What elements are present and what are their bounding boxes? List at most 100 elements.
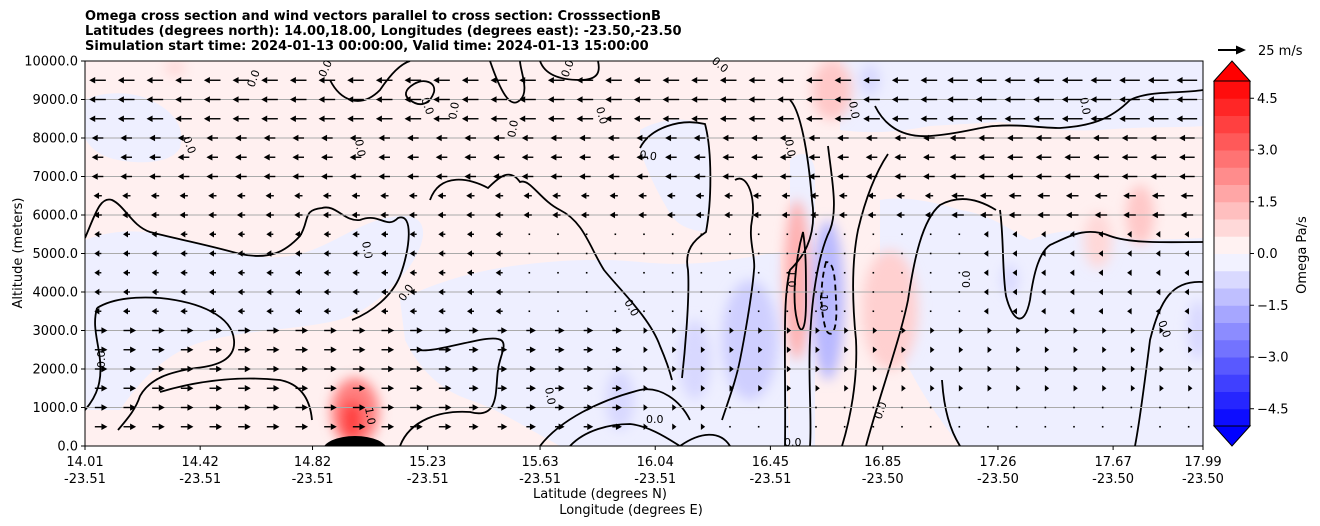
y-tick-label: 8000.0 [33,132,79,147]
wind-vector [94,250,102,257]
wind-vector [1102,327,1107,334]
quiver-key: 25 m/s [1218,44,1303,59]
wind-vector [550,154,562,161]
wind-vector [318,77,336,84]
wind-vector [180,327,194,334]
wind-vector [901,310,903,313]
colorbar-band [1214,167,1250,185]
wind-vector [1064,134,1080,142]
wind-vector [123,385,137,392]
wind-vector [777,96,794,103]
wind-vector [123,365,137,373]
wind-vector [1093,154,1109,161]
wind-vector [1151,192,1165,199]
colorbar-band [1214,98,1250,116]
wind-vector [94,308,102,315]
wind-vector [209,346,223,353]
wind-vector [643,233,645,236]
wind-vector [1101,406,1104,409]
wind-vector [1037,192,1050,199]
wind-vector [352,308,360,315]
wind-vector [1090,77,1112,84]
wind-vector [1155,288,1161,296]
wind-vector [1094,211,1108,219]
wind-vector [295,231,302,238]
wind-vector [786,252,789,255]
wind-vector [490,77,508,84]
wind-vector [410,404,423,411]
wind-vector [1127,308,1132,315]
wind-vector [91,173,104,180]
wind-vector [757,406,760,409]
x-tick-label-lat: 17.67 [1095,455,1132,470]
wind-vector [729,346,734,353]
wind-vector [1041,250,1046,257]
wind-vector [1130,406,1133,409]
wind-vector [557,310,559,313]
wind-vector [665,154,677,161]
wind-vector [94,288,102,296]
pos-blob-right [862,250,918,370]
wind-vector [777,115,794,122]
wind-vector [929,233,932,236]
wind-vector [1150,134,1166,142]
wind-vector [1016,385,1021,392]
wind-vector [666,211,676,219]
colorbar-band [1214,357,1250,375]
wind-vector [978,154,994,161]
wind-vector [528,252,531,255]
wind-vector [605,77,622,84]
wind-vector [237,250,245,257]
wind-vector [1035,154,1052,161]
wind-vector [666,192,676,199]
wind-vector [523,192,532,199]
x-tick-label-lat: 14.82 [294,455,331,470]
x-tick-label-lat: 15.63 [521,455,558,470]
wind-vector [123,346,137,353]
wind-vector [665,173,677,180]
wind-vector [232,77,250,84]
wind-vector [838,192,848,199]
wind-vector [1065,192,1079,199]
wind-vector [643,291,645,293]
wind-vector [843,271,846,274]
wind-vector [1065,211,1079,219]
wind-vector [123,231,130,238]
wind-vector [232,96,250,103]
wind-vector [94,404,108,411]
wind-vector [1184,308,1189,315]
wind-vector [352,385,366,392]
wind-vector [1127,250,1132,257]
wind-vector [693,173,706,180]
wind-vector [238,423,251,430]
contour-0-top-right-2 [874,105,996,137]
wind-vector [236,211,246,219]
wind-vector [150,192,160,199]
contour-0-right-3 [1134,281,1203,446]
wind-vector [352,365,366,373]
wind-vector [295,423,309,430]
wind-vector [614,310,617,313]
quiver-key-label: 25 m/s [1258,44,1303,59]
wind-vector [757,252,760,255]
wind-vector [929,291,932,293]
wind-vector [497,365,508,373]
wind-vector [863,115,880,122]
wind-vector [236,192,246,199]
wind-vector [151,231,159,238]
pos-core-peak [341,400,363,440]
wind-vector [729,271,731,274]
wind-vector [235,154,247,161]
wind-vector [1073,385,1078,392]
wind-vector [409,308,417,315]
wind-vector [665,134,677,142]
wind-vector [929,252,932,255]
wind-vector [929,271,932,274]
wind-vector [378,154,390,161]
wind-vector [1119,115,1140,122]
colorbar-tick-label: 0.0 [1257,247,1278,262]
wind-vector [1094,192,1108,199]
wind-vector [865,154,878,161]
wind-vector [93,211,102,219]
wind-vector [322,192,332,199]
